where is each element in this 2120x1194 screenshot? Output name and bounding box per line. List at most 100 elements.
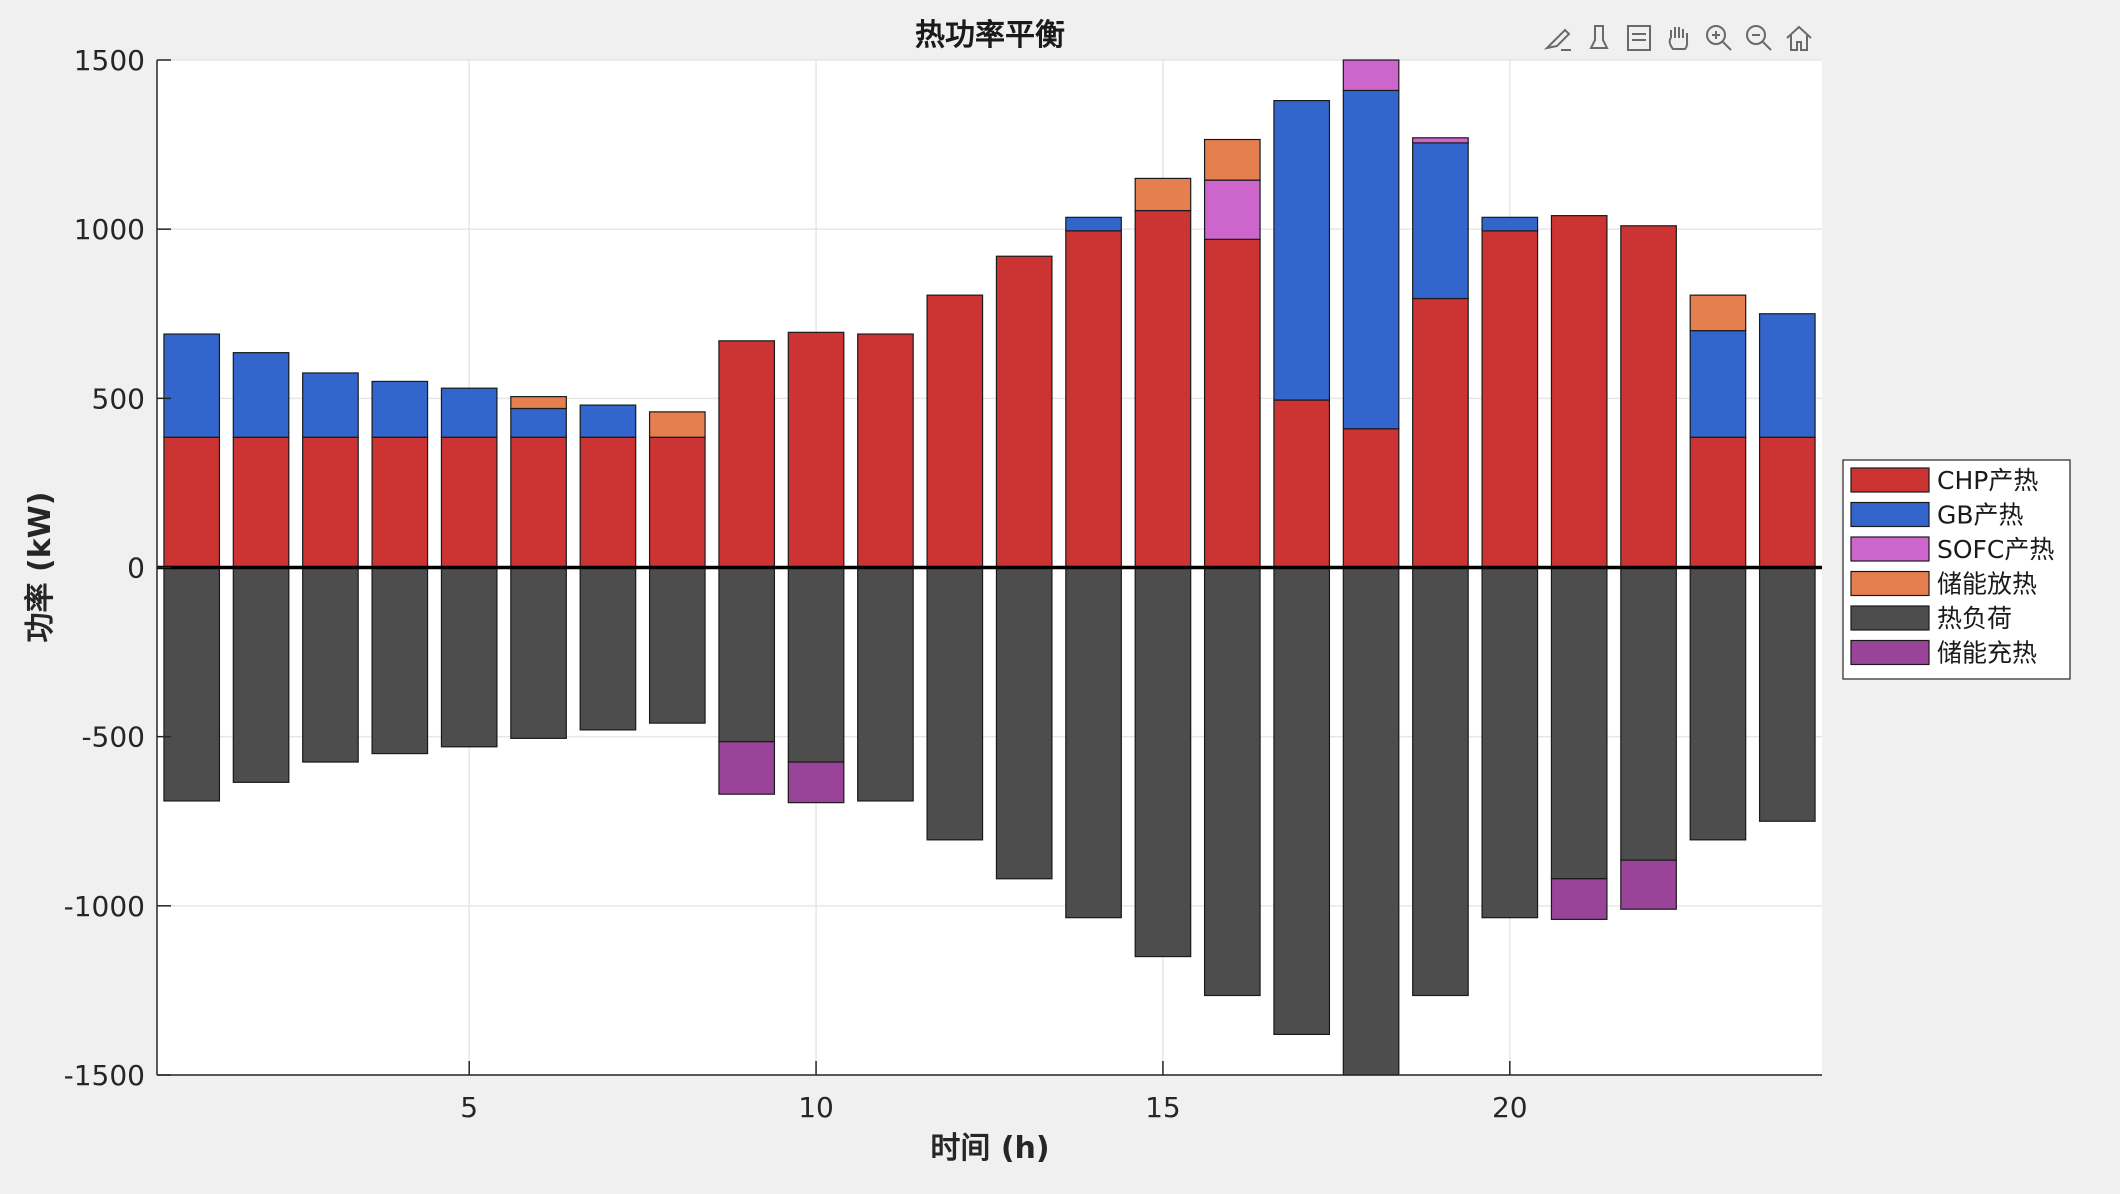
- bar-segment: [1550, 566, 1608, 880]
- figure-toolbar: [1540, 16, 1818, 60]
- bar-segment: [302, 372, 359, 438]
- bar-segment: [510, 566, 567, 739]
- bar-segment: [648, 566, 706, 724]
- x-axis-label: 时间 (h): [930, 1131, 1049, 1166]
- bar-segment: [1065, 216, 1122, 232]
- bar-segment: [1481, 216, 1539, 232]
- bar-segment: [579, 436, 637, 569]
- axes: -1500 -1000 -500 0 500 1000 1500 5 10 15 20: [64, 44, 1822, 1124]
- bar-segment: [857, 566, 914, 802]
- bar-segment: [371, 380, 429, 438]
- bar-segment: [510, 407, 567, 438]
- bar-segment: [1273, 399, 1331, 569]
- y-tick-label: -500: [81, 721, 145, 754]
- home-icon[interactable]: [1780, 19, 1818, 57]
- legend-label: 热负荷: [1937, 604, 2012, 633]
- brush-edit-icon[interactable]: [1540, 19, 1578, 57]
- bar-segment: [1273, 566, 1331, 1035]
- bar-segment: [1203, 238, 1261, 569]
- bar-segment: [232, 352, 290, 438]
- bar-segment: [1342, 428, 1400, 569]
- bar-segment: [1689, 330, 1747, 438]
- pan-hand-icon[interactable]: [1660, 19, 1698, 57]
- zoom-out-icon[interactable]: [1740, 19, 1778, 57]
- bar-segment: [1689, 566, 1747, 841]
- bar-segment: [1342, 59, 1400, 92]
- y-axis-label: 功率 (kW): [23, 492, 58, 643]
- legend-label: 储能充热: [1937, 639, 2037, 668]
- bar-segment: [1758, 436, 1816, 569]
- zoom-in-icon[interactable]: [1700, 19, 1738, 57]
- bar-segment: [926, 294, 984, 569]
- legend-toggle-icon[interactable]: [1620, 19, 1658, 57]
- bar-segment: [440, 566, 498, 748]
- bar-segment: [302, 436, 359, 569]
- legend-swatch: [1850, 536, 1930, 562]
- bar-segment: [1412, 142, 1469, 300]
- bar-segment: [1620, 859, 1677, 910]
- bar-segment: [302, 566, 359, 763]
- y-tick-label: 1000: [74, 213, 145, 246]
- bar-segment: [1412, 137, 1469, 144]
- bar-segment: [1481, 230, 1539, 569]
- bar-segment: [995, 255, 1053, 569]
- bar-segment: [1134, 209, 1192, 569]
- bar-segment: [163, 436, 221, 569]
- bar-segment: [1620, 566, 1677, 861]
- bar-segment: [1758, 566, 1816, 822]
- bar-segment: [163, 566, 221, 802]
- bar-segment: [232, 566, 290, 783]
- x-tick-label: 5: [460, 1091, 478, 1124]
- bar-segment: [648, 436, 706, 569]
- y-tick-label: -1000: [64, 890, 145, 923]
- bar-segment: [510, 436, 567, 569]
- bar-segment: [1412, 297, 1469, 569]
- data-tip-icon[interactable]: [1580, 19, 1618, 57]
- bar-segment: [787, 331, 845, 569]
- bar-segment: [718, 741, 776, 795]
- bar-segment: [1065, 230, 1122, 569]
- bar-segment: [1203, 138, 1261, 181]
- bar-segment: [1134, 566, 1192, 958]
- legend-swatch: [1850, 501, 1930, 528]
- legend-swatch: [1850, 639, 1930, 666]
- bar-segment: [510, 396, 567, 410]
- bar-segment: [1550, 215, 1608, 569]
- bar-segment: [1342, 89, 1400, 430]
- bar-segment: [787, 761, 845, 804]
- legend-label: CHP产热: [1937, 466, 2038, 495]
- y-tick-label: -1500: [64, 1059, 145, 1092]
- bar-segment: [718, 566, 776, 743]
- x-tick-label: 15: [1145, 1091, 1181, 1124]
- y-tick-label: 0: [127, 552, 145, 585]
- x-tick-label: 20: [1492, 1091, 1528, 1124]
- bar-segment: [579, 404, 637, 438]
- bar-segment: [1065, 566, 1122, 919]
- legend-label: SOFC产热: [1937, 535, 2054, 564]
- bar-segment: [648, 411, 706, 438]
- legend-swatch: [1850, 467, 1930, 493]
- bar-segment: [1273, 99, 1331, 401]
- bar-segment: [1620, 225, 1677, 569]
- legend-label: GB产热: [1937, 501, 2024, 530]
- bar-segment: [371, 566, 429, 755]
- bar-segment: [995, 566, 1053, 880]
- legend-swatch: [1850, 570, 1930, 597]
- bar-segment: [371, 436, 429, 569]
- bar-segment: [857, 333, 914, 569]
- bars-group: [163, 59, 1816, 1076]
- bar-segment: [1412, 566, 1469, 997]
- bar-segment: [1134, 177, 1192, 212]
- bar-segment: [926, 566, 984, 841]
- y-tick-label: 500: [92, 382, 145, 415]
- bar-segment: [1689, 294, 1747, 332]
- bar-segment: [1689, 436, 1747, 569]
- bar-segment: [718, 340, 776, 569]
- bar-segment: [440, 436, 498, 569]
- bar-segment: [1758, 313, 1816, 438]
- legend-swatch: [1850, 605, 1930, 631]
- bar-segment: [579, 566, 637, 731]
- legend-label: 储能放热: [1937, 570, 2037, 599]
